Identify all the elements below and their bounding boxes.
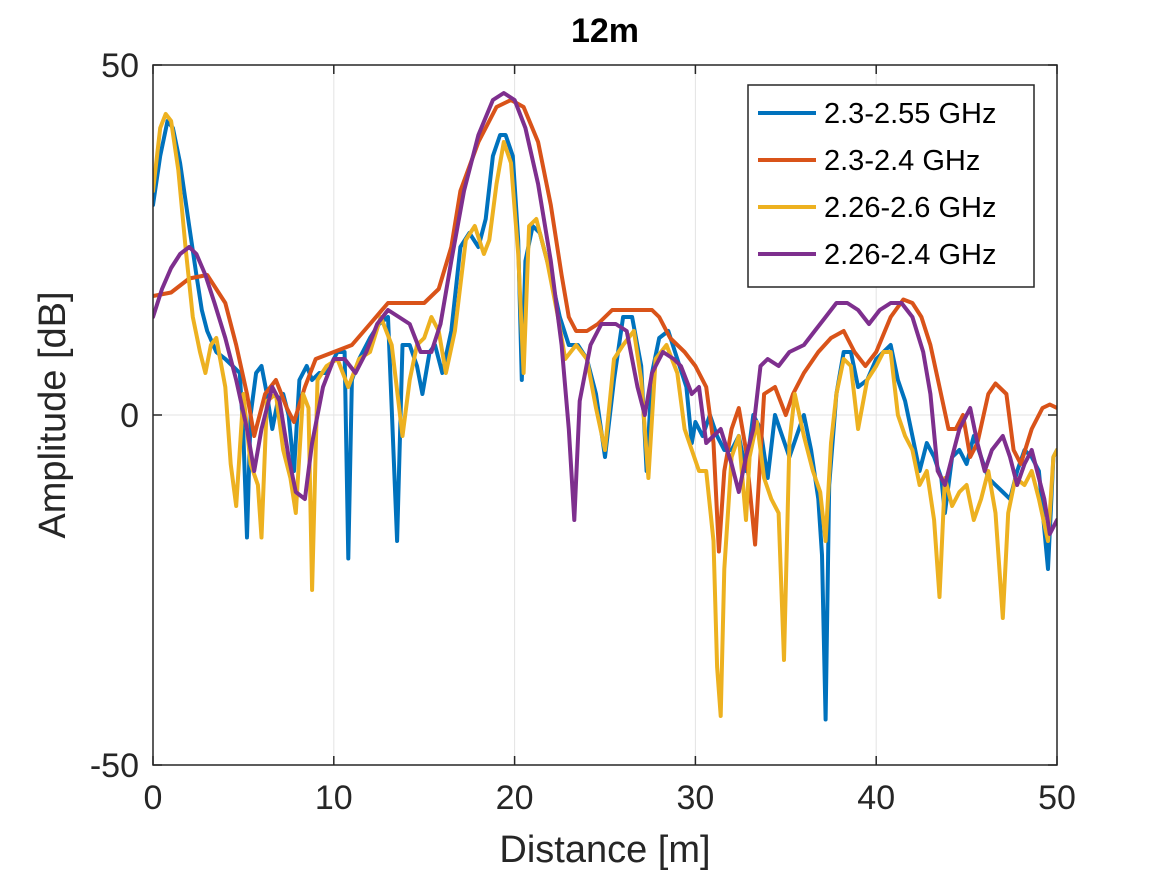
series-lines (153, 91, 1057, 722)
y-tick-label: 0 (120, 397, 139, 435)
x-tick-label: 0 (144, 779, 163, 817)
x-tick-label: 20 (496, 779, 534, 817)
series-line-4 (153, 91, 1057, 536)
legend-entry-label: 2.26-2.6 GHz (824, 192, 996, 224)
x-tick-label: 10 (315, 779, 353, 817)
x-tick-label: 30 (676, 779, 714, 817)
x-tick-label: 40 (857, 779, 895, 817)
y-tick-label: 50 (101, 47, 139, 85)
y-tick-label: -50 (90, 747, 139, 785)
x-tick-label: 50 (1038, 779, 1076, 817)
legend: 2.3-2.55 GHz 2.3-2.4 GHz 2.26-2.6 GHz 2.26-… (747, 84, 1035, 288)
legend-entry-label: 2.3-2.4 GHz (824, 145, 980, 177)
legend-entry-label: 2.26-2.4 GHz (824, 239, 996, 271)
x-axis-label: Distance [m] (499, 829, 710, 871)
chart-title: 12m (571, 12, 639, 50)
series-line-2 (153, 98, 1057, 554)
legend-entry-label: 2.3-2.55 GHz (824, 98, 996, 130)
y-axis-label: Amplitude [dB] (32, 291, 74, 538)
